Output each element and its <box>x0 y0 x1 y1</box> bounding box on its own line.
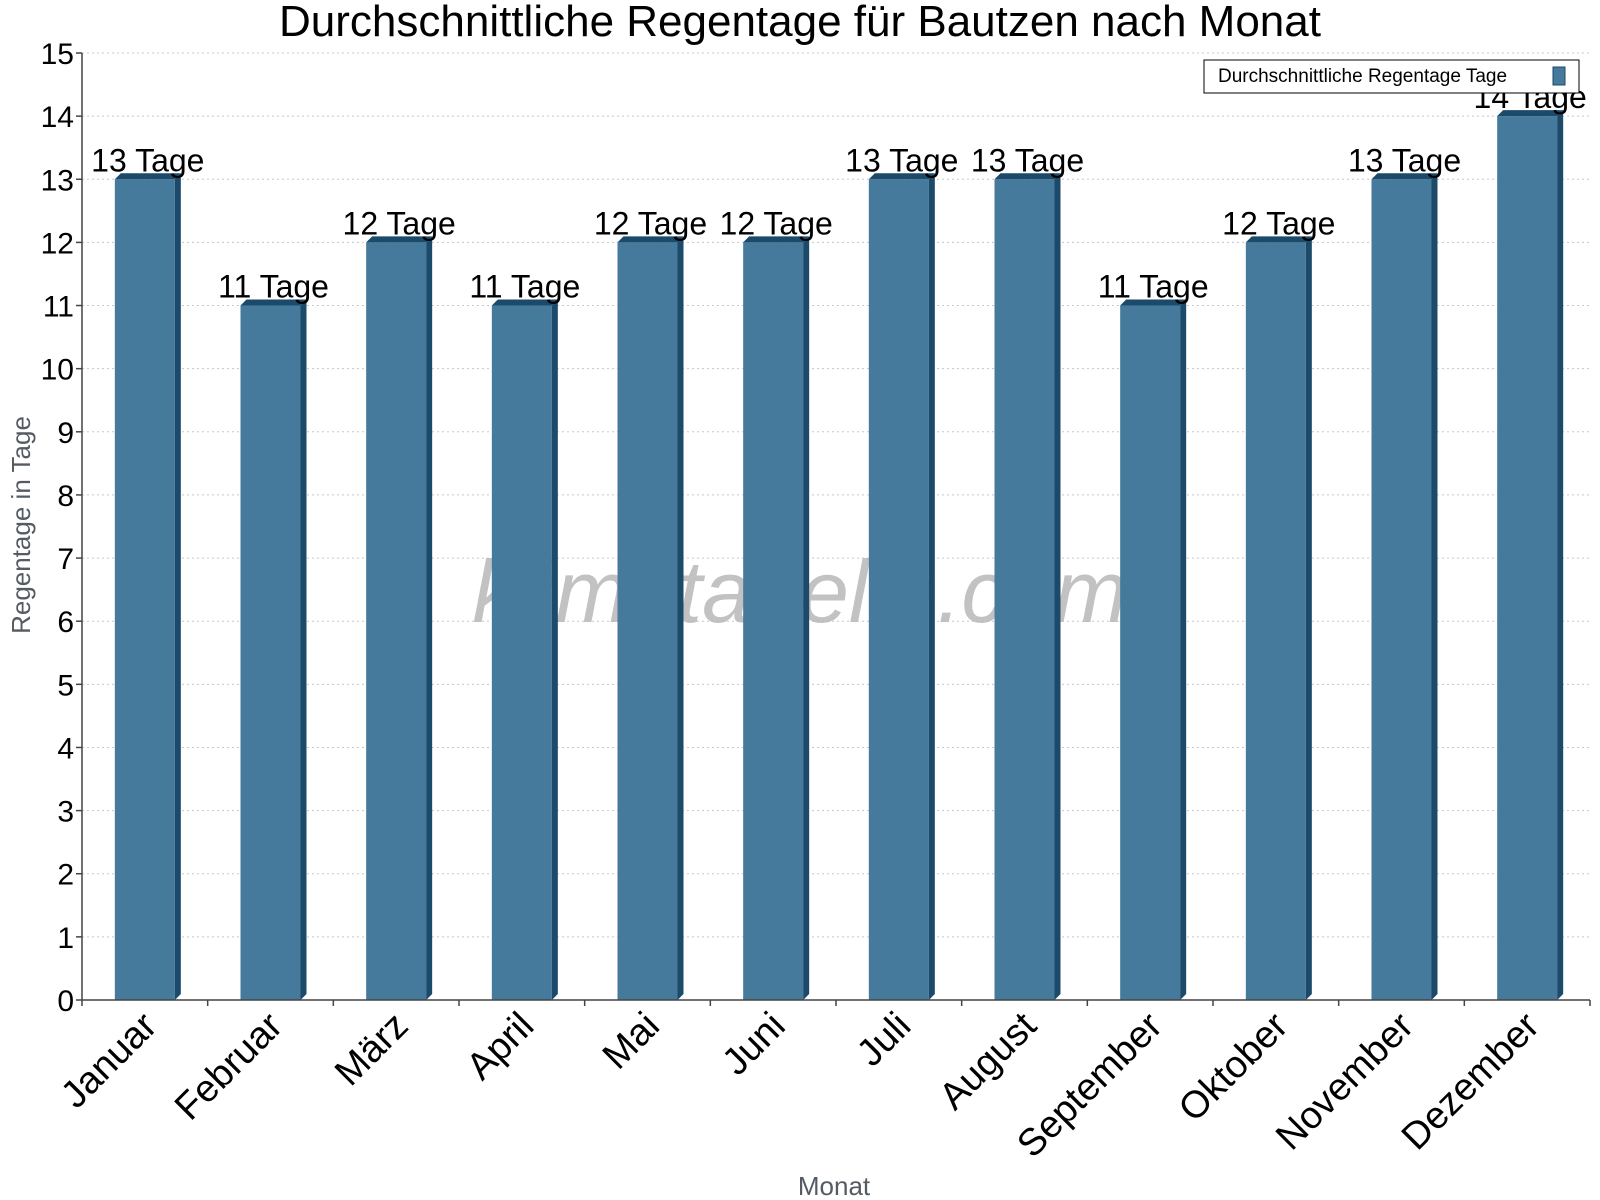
bar-mai <box>617 236 684 1000</box>
bar-value-label: 12 Tage <box>594 205 707 241</box>
bar-value-label: 11 Tage <box>218 269 329 305</box>
bar-september <box>1120 299 1187 1000</box>
y-tick-label: 15 <box>41 38 74 71</box>
x-tick-label: Februar <box>167 1004 291 1128</box>
bar-märz <box>366 236 433 1000</box>
data-labels: 13 Tage 11 Tage 12 Tage 11 Tage 12 Tage 12 Ta… <box>91 79 1587 304</box>
y-tick-label: 10 <box>41 354 74 387</box>
bar-top <box>868 173 935 180</box>
y-tick-label: 9 <box>57 417 74 450</box>
x-tick-label: Mai <box>595 1005 668 1078</box>
bar-face <box>366 242 427 1000</box>
bar-face <box>1245 242 1306 1000</box>
bar-side <box>1180 299 1187 1000</box>
bar-value-label: 12 Tage <box>1222 205 1335 241</box>
bar-value-label: 11 Tage <box>1098 269 1209 305</box>
legend-swatch <box>1552 66 1566 86</box>
bar-side <box>677 236 684 1000</box>
bar-top <box>1371 173 1438 180</box>
bar-juni <box>743 236 810 1000</box>
chart-title: Durchschnittliche Regentage für Bautzen … <box>279 0 1321 46</box>
bar-value-label: 13 Tage <box>971 142 1084 178</box>
bar-value-label: 11 Tage <box>469 269 580 305</box>
bar-face <box>743 242 804 1000</box>
bar-top <box>114 173 181 180</box>
bar-top <box>1245 236 1312 243</box>
x-axis-label: Monat <box>798 1171 871 1200</box>
y-tick-label: 0 <box>57 985 74 1018</box>
x-tick-label: August <box>932 1004 1046 1118</box>
bar-value-label: 13 Tage <box>845 142 958 178</box>
bar-april <box>491 299 558 1000</box>
y-tick-label: 11 <box>43 291 74 324</box>
x-tick-label: Juli <box>849 1005 919 1075</box>
bar-side <box>300 299 307 1000</box>
bar-value-label: 13 Tage <box>91 142 204 178</box>
x-tick-label: Dezember <box>1394 1004 1548 1158</box>
bar-side <box>426 236 433 1000</box>
bar-top <box>491 299 558 306</box>
bar-juli <box>868 173 935 1000</box>
bar-top <box>1497 110 1564 117</box>
bar-face <box>1497 116 1558 1001</box>
bar-face <box>617 242 678 1000</box>
y-tick-label: 8 <box>57 480 74 513</box>
x-tick-label: Oktober <box>1171 1004 1297 1130</box>
y-tick-label: 14 <box>41 101 74 134</box>
bar-oktober <box>1245 236 1312 1000</box>
y-tick-label: 4 <box>57 732 74 765</box>
y-axis-label: Regentage in Tage <box>6 416 36 634</box>
bar-top <box>994 173 1061 180</box>
bar-side <box>551 299 558 1000</box>
y-tick-label: 1 <box>57 922 74 955</box>
bars <box>114 110 1564 1001</box>
bar-top <box>617 236 684 243</box>
x-tick-label: Juni <box>715 1005 794 1084</box>
bar-top <box>366 236 433 243</box>
bar-november <box>1371 173 1438 1000</box>
bar-dezember <box>1497 110 1564 1001</box>
bar-februar <box>240 299 307 1000</box>
bar-side <box>1557 110 1564 1001</box>
x-tick-label: März <box>327 1005 416 1094</box>
bar-face <box>994 179 1055 1000</box>
bar-face <box>491 305 552 1000</box>
bar-face <box>114 179 175 1000</box>
bar-face <box>240 305 301 1000</box>
x-tick-label: Januar <box>53 1004 165 1116</box>
bar-value-label: 13 Tage <box>1348 142 1461 178</box>
bar-value-label: 12 Tage <box>720 205 833 241</box>
x-tick-label: April <box>459 1005 542 1088</box>
y-tick-label: 7 <box>57 543 74 576</box>
gridlines <box>82 52 1590 938</box>
bar-top <box>1120 299 1187 306</box>
legend: Durchschnittliche Regentage Tage <box>1203 59 1580 94</box>
bar-face <box>868 179 929 1000</box>
bar-top <box>240 299 307 306</box>
bar-face <box>1371 179 1432 1000</box>
bar-august <box>994 173 1061 1000</box>
bar-side <box>174 173 181 1000</box>
bar-side <box>1054 173 1061 1000</box>
y-tick-label: 13 <box>41 164 74 197</box>
y-tick-label: 3 <box>57 796 74 829</box>
bar-januar <box>114 173 181 1000</box>
bar-face <box>1120 305 1181 1000</box>
y-tick-label: 6 <box>57 606 74 639</box>
y-tick-label: 5 <box>57 669 74 702</box>
legend-label: Durchschnittliche Regentage Tage <box>1218 66 1507 87</box>
x-tick-label: November <box>1268 1004 1422 1158</box>
legend-box <box>1203 59 1580 94</box>
bar-value-label: 12 Tage <box>343 205 456 241</box>
bar-side <box>1305 236 1312 1000</box>
bar-top <box>743 236 810 243</box>
bar-side <box>928 173 935 1000</box>
bar-side <box>1431 173 1438 1000</box>
y-tick-label: 12 <box>41 227 74 260</box>
bar-side <box>803 236 810 1000</box>
y-tick-label: 2 <box>57 859 74 892</box>
